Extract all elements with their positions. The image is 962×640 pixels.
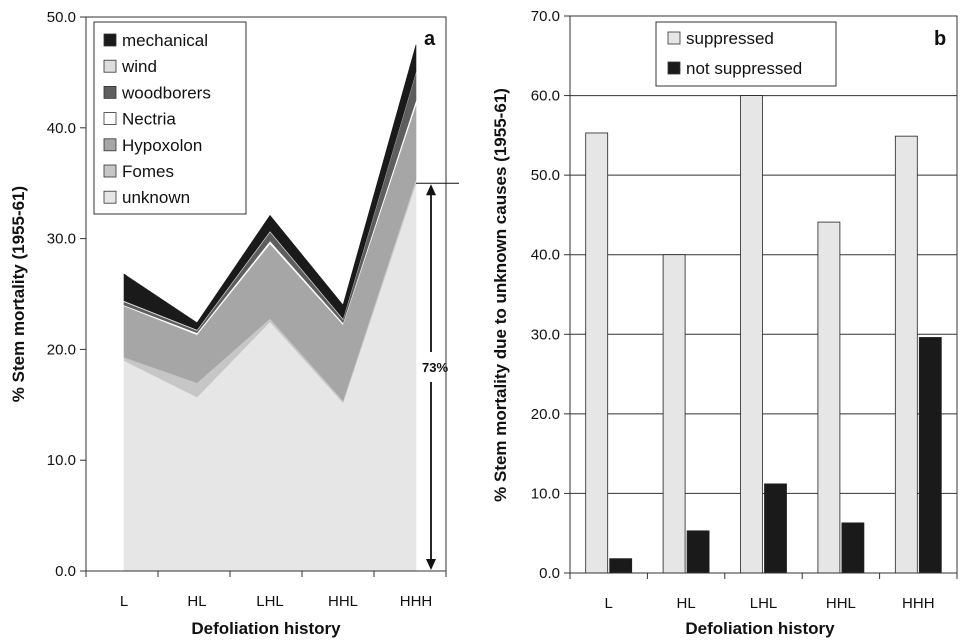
panel-b-y-tick-label: 50.0 [531, 167, 560, 184]
panel-b-y-tick-label: 0.0 [539, 565, 560, 582]
panel-b-y-axis: 0.0 10.0 20.0 30.0 40.0 50.0 60.0 70.0 [531, 8, 571, 582]
panel-b-y-tick-label: 30.0 [531, 326, 560, 343]
panel-b-y-tick-label: 40.0 [531, 247, 560, 264]
panel-a-stacked-areas [123, 44, 417, 572]
panel-a-x-axis: L HL LHL HHL HHH [85, 570, 447, 610]
panel-b-label: b [934, 28, 946, 50]
panel-a-x-axis-title: Defoliation history [191, 619, 341, 638]
legend-label-mechanical: mechanical [122, 31, 208, 50]
panel-b-bars [585, 95, 942, 574]
panel-a-legend: mechanical wind woodborers Nectria Hypoxolon… [93, 21, 247, 215]
panel-a-y-tick-label: 20.0 [47, 341, 76, 358]
legend-swatch-fomes [103, 164, 117, 178]
area-hypoxolon [123, 105, 417, 401]
panel-a-legend-box [93, 21, 247, 215]
panel-b-x-tick-label: LHL [750, 595, 778, 612]
legend-label-fomes: Fomes [122, 162, 174, 181]
panel-b-y-tick-label: 70.0 [531, 8, 560, 25]
panel-b-x-tick-label: HHH [902, 595, 935, 612]
legend-swatch-hypoxolon [103, 138, 117, 152]
panel-b-x-tick-label: L [605, 595, 613, 612]
bar-not-suppressed-hl [686, 530, 710, 574]
bar-suppressed-hhh [894, 135, 918, 574]
legend-swatch-unknown [103, 190, 117, 204]
panel-a-y-tick-label: 40.0 [47, 120, 76, 137]
legend-swatch-woodborers [103, 86, 117, 99]
panel-a-x-tick-label: HHL [328, 593, 358, 610]
bar-suppressed-lhl [740, 95, 763, 574]
legend-swatch-suppressed [667, 31, 681, 45]
legend-label-woodborers: woodborers [121, 83, 211, 102]
bar-not-suppressed-l [609, 558, 633, 574]
bar-not-suppressed-hhh [918, 337, 942, 574]
legend-label-nectria: Nectria [122, 110, 176, 129]
panel-b-gridlines [570, 15, 957, 494]
legend-swatch-nectria [103, 112, 117, 125]
panel-a-y-tick-label: 10.0 [47, 452, 76, 469]
bar-not-suppressed-hhl [841, 522, 865, 574]
legend-label-unknown: unknown [122, 188, 190, 207]
panel-a: 0.010.020.030.040.050.0 L HL LHL HHL HHH a %… [9, 9, 459, 638]
bar-suppressed-hhl [817, 221, 841, 574]
panel-b-plot-frame [569, 15, 958, 574]
bar-suppressed-l [585, 132, 609, 574]
legend-label-wind: wind [121, 57, 157, 76]
panel-a-x-tick-label: LHL [256, 593, 284, 610]
legend-swatch-wind [103, 59, 117, 73]
panel-b-legend: suppressed not suppressed [655, 21, 837, 87]
panel-a-label: a [424, 28, 436, 50]
panel-b-y-tick-label: 60.0 [531, 88, 560, 105]
panel-a-y-tick-label: 50.0 [47, 9, 76, 26]
bar-not-suppressed-lhl [764, 483, 787, 574]
panel-b-x-tick-label: HL [677, 595, 696, 612]
annotation-arrowhead-down [426, 559, 436, 570]
panel-b-x-tick-label: HHL [826, 595, 856, 612]
panel-b: 0.010.020.030.040.050.060.070.0 L HL LHL HH… [491, 8, 958, 638]
panel-b-y-tick-label: 20.0 [531, 406, 560, 423]
panel-a-x-tick-label: HL [187, 593, 206, 610]
panel-a-y-tick-label: 0.0 [55, 563, 76, 580]
panel-a-y-tick-label: 30.0 [47, 231, 76, 248]
panel-a-annotation-73: 73% [416, 182, 459, 570]
annotation-label: 73% [422, 360, 448, 375]
bar-suppressed-hl [662, 254, 686, 574]
legend-label-not-suppressed: not suppressed [686, 59, 802, 78]
panel-b-legend-box [655, 21, 837, 87]
legend-swatch-not-suppressed [667, 61, 681, 75]
legend-label-hypoxolon: Hypoxolon [122, 136, 202, 155]
area-mechanical [123, 44, 417, 330]
panel-b-x-axis-title: Defoliation history [685, 619, 835, 638]
panel-a-y-axis: 0.0 10.0 20.0 30.0 40.0 50.0 [47, 9, 87, 580]
panel-a-x-tick-label: L [120, 593, 128, 610]
panel-b-y-axis-title: % Stem mortality due to unknown causes (… [491, 88, 510, 502]
legend-label-suppressed: suppressed [686, 29, 774, 48]
annotation-arrowhead-up [426, 184, 436, 196]
panel-a-y-axis-title: % Stem mortality (1955-61) [9, 186, 28, 402]
panel-a-x-tick-label: HHH [400, 593, 433, 610]
panel-b-x-axis: L HL LHL HHL HHH [569, 572, 958, 612]
panel-b-y-tick-label: 10.0 [531, 485, 560, 502]
legend-swatch-mechanical [103, 33, 117, 47]
